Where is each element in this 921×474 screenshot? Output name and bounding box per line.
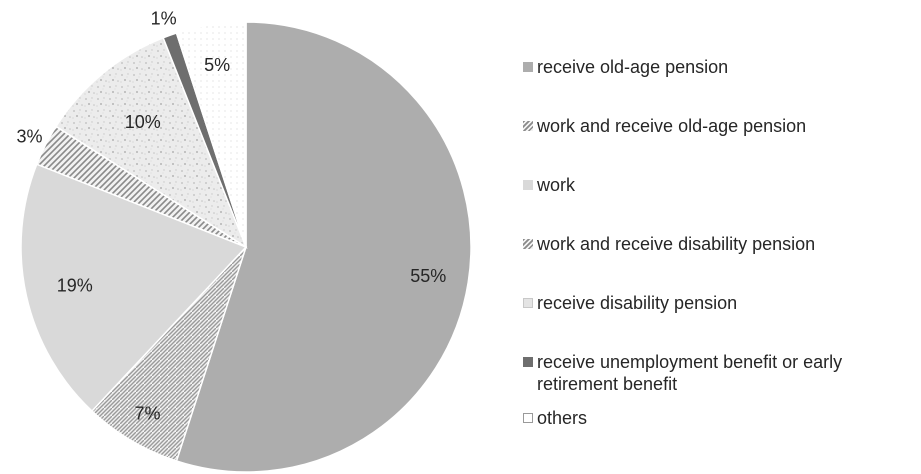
pie-slice-disability-pension	[54, 36, 248, 249]
legend-swatch-others	[523, 413, 533, 423]
legend-swatch-old-age-pension	[523, 62, 533, 72]
legend-label: work and receive disability pension	[537, 234, 816, 254]
legend-label: receive disability pension	[537, 293, 738, 313]
legend-swatch-unemployment-or-early-retirement	[523, 357, 533, 367]
legend-label: others	[537, 408, 588, 428]
legend: receive old-age pension work and receive …	[523, 56, 921, 429]
legend-item-work-and-disability-pension: work and receive disability pension	[523, 233, 921, 255]
legend-item-work-and-old-age-pension: work and receive old-age pension	[523, 115, 921, 137]
legend-item-disability-pension: receive disability pension	[523, 292, 921, 314]
data-label-work-and-old-age-pension: 7%	[134, 404, 160, 424]
legend-swatch-disability-pension	[523, 298, 533, 308]
legend-item-others: others	[523, 407, 921, 429]
pie-slice-others	[175, 21, 247, 248]
legend-label: work and receive old-age pension	[537, 116, 807, 136]
legend-label: work	[537, 175, 576, 195]
legend-label: receive old-age pension	[537, 57, 729, 77]
legend-label: receive unemployment benefit or early re…	[537, 352, 843, 394]
legend-swatch-work-and-disability-pension	[523, 239, 533, 249]
data-label-work: 19%	[57, 275, 93, 295]
legend-item-unemployment-or-early-retirement: receive unemployment benefit or early re…	[523, 351, 921, 395]
data-label-disability-pension: 10%	[125, 112, 161, 132]
legend-swatch-work-and-old-age-pension	[523, 121, 533, 131]
legend-swatch-work	[523, 180, 533, 190]
data-label-unemployment-or-early-retirement: 1%	[151, 8, 177, 28]
legend-item-work: work	[523, 174, 921, 196]
data-label-old-age-pension: 55%	[410, 266, 446, 286]
data-label-others: 5%	[204, 55, 230, 75]
pie-slice-old-age-pension	[175, 21, 472, 473]
data-label-work-and-disability-pension: 3%	[16, 127, 42, 147]
pie-slice-work	[20, 163, 248, 413]
legend-item-old-age-pension: receive old-age pension	[523, 56, 921, 78]
